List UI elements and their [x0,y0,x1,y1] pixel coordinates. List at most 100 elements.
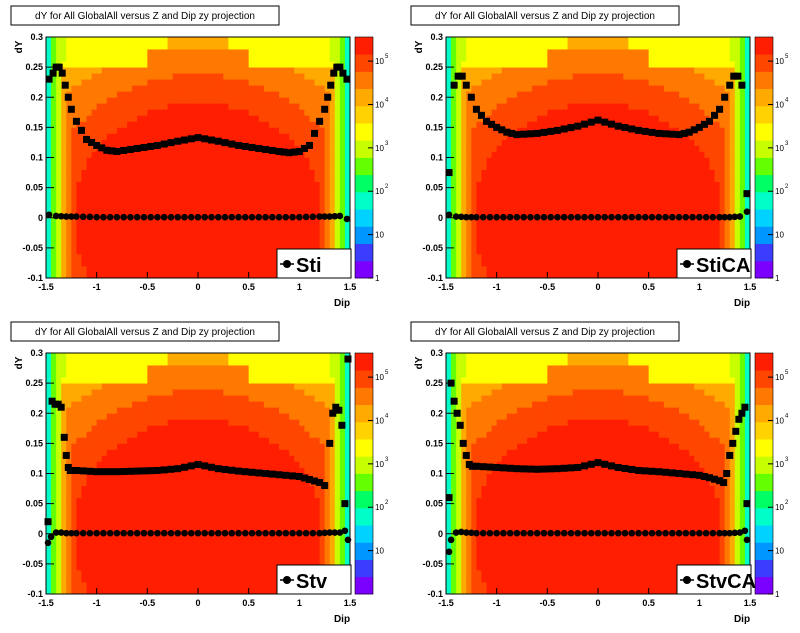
heatmap-cell [694,199,700,207]
heatmap-cell [674,55,680,62]
heatmap-cell [299,109,305,116]
heatmap-cell [132,163,138,170]
heatmap-cell [456,199,462,207]
heatmap-cell [663,199,670,207]
heatmap-cell [446,193,452,201]
heatmap-cell [451,163,457,170]
heatmap-cell [101,85,108,92]
heatmap-cell [243,157,250,164]
heatmap-cell [304,163,310,170]
heatmap-cell [679,211,685,219]
heatmap-cell [446,79,452,86]
heatmap-cell [516,73,523,80]
heatmap-cell [172,37,179,44]
heatmap-cell [56,97,62,104]
heatmap-cell [339,85,346,92]
heatmap-cell [653,247,660,255]
heatmap-cell [724,115,731,122]
heatmap-cell [122,151,128,158]
heatmap-cell [116,121,123,128]
heatmap-cell [198,235,204,243]
heatmap-cell [172,193,179,201]
heatmap-cell [162,67,168,74]
heatmap-cell [294,97,300,104]
heatmap-cell [744,127,751,134]
heatmap-cell [106,265,113,273]
heatmap-cell [714,157,720,164]
heatmap-cell [633,241,639,249]
heatmap-cell [567,61,574,68]
heatmap-cell [481,103,487,110]
heatmap-cell [172,127,179,134]
heatmap-cell [284,79,290,86]
heatmap-cell [122,109,128,116]
heatmap-cell [729,133,736,140]
heatmap-cell [704,193,710,201]
heatmap-cell [633,175,639,182]
heatmap-cell [724,73,731,80]
heatmap-cell [71,241,77,249]
heatmap-cell [446,199,452,207]
x-tick-label: -1 [93,282,101,292]
heatmap-cell [162,127,168,134]
heatmap-cell [127,67,133,74]
heatmap-cell [223,157,229,164]
heatmap-cell [668,103,675,110]
heatmap-cell [268,253,275,261]
heatmap-cell [486,145,492,152]
heatmap-cell [663,253,670,261]
heatmap-cell [268,97,275,104]
z-tick-exponent: 4 [385,97,389,103]
heatmap-cell [486,85,492,92]
heatmap-cell [182,229,189,237]
heatmap-cell [142,97,148,104]
heatmap-cell [613,85,619,92]
heatmap-cell [192,127,199,134]
heatmap-cell [71,97,77,104]
heatmap-cell [709,79,715,86]
heatmap-cell [101,175,108,182]
heatmap-cell [218,67,224,74]
heatmap-cell [628,79,634,86]
heatmap-cell [451,241,457,249]
heatmap-cell [122,43,128,50]
heatmap-cell [213,121,219,128]
heatmap-cell [587,73,594,80]
heatmap-cell [203,199,209,207]
heatmap-cell [446,49,452,56]
heatmap-cell [253,139,260,146]
heatmap-cell [719,79,726,86]
heatmap-cell [577,265,584,273]
heatmap-cell [628,187,634,195]
heatmap-cell [344,151,351,158]
heatmap-cell [198,265,204,273]
heatmap-cell [506,85,513,92]
heatmap-cell [96,55,103,62]
heatmap-cell [527,73,533,80]
heatmap-cell [623,145,629,152]
heatmap-cell [116,157,123,164]
heatmap-cell [198,181,204,189]
heatmap-cell [263,79,270,86]
heatmap-cell [238,133,244,140]
heatmap-cell [663,121,670,128]
heatmap-cell [446,55,452,62]
heatmap-cell [182,85,189,92]
heatmap-cell [284,103,290,110]
heatmap-cell [56,109,62,116]
heatmap-cell [162,79,168,86]
heatmap-cell [284,43,290,50]
heatmap-cell [274,235,280,243]
heatmap-cell [511,73,518,80]
heatmap-cell [182,151,189,158]
heatmap-cell [86,85,92,92]
heatmap-cell [461,139,467,146]
heatmap-cell [334,139,341,146]
heatmap-cell [511,247,518,255]
heatmap-cell [628,271,634,279]
heatmap-cell [567,193,574,201]
heatmap-cell [268,241,275,249]
heatmap-cell [633,157,639,164]
heatmap-cell [248,181,255,189]
heatmap-cell [177,241,184,249]
